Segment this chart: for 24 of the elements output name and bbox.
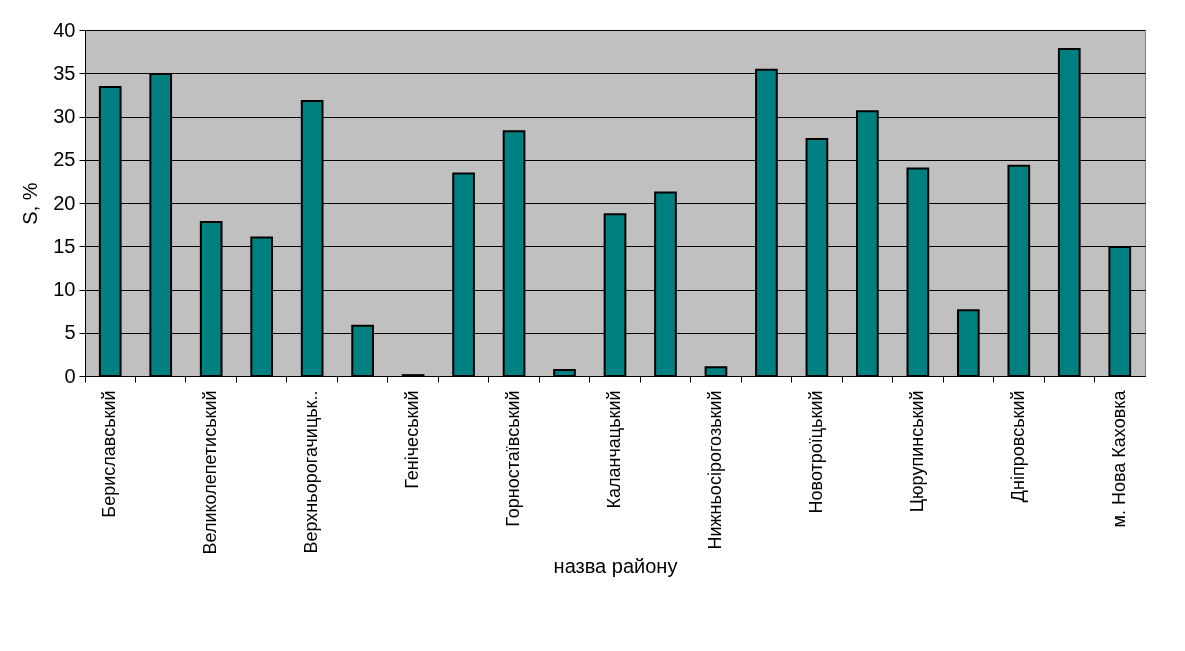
- x-tick-label: Горностаївський: [503, 390, 524, 527]
- x-tick-label: Бериславський: [99, 390, 120, 518]
- x-tick-label: Великолепетиський: [200, 390, 221, 555]
- x-tick-label: м. Нова Каховка: [1108, 389, 1129, 528]
- y-tick-label: 40: [53, 18, 76, 41]
- y-tick-label: 5: [64, 321, 76, 344]
- y-tick-label: 10: [53, 278, 76, 300]
- x-tick-label: Цюрупинський: [906, 390, 927, 513]
- x-tick-label: Дніпровський: [1007, 390, 1028, 503]
- y-tick-label: 25: [53, 148, 76, 171]
- y-axis-title: S, %: [19, 182, 42, 225]
- x-tick-label: Нижньосірогозький: [704, 390, 725, 550]
- x-axis-title: назва району: [553, 554, 678, 577]
- x-tick-label: Верхньорогачицьк..: [301, 390, 322, 554]
- y-tick-label: 30: [53, 105, 76, 127]
- y-tick-label: 20: [53, 191, 76, 214]
- x-tick-label: Новотроїцький: [805, 390, 826, 514]
- bar: [553, 368, 576, 377]
- bar: [704, 366, 728, 377]
- y-tick-label: 15: [53, 234, 76, 257]
- y-tick-label: 0: [64, 364, 76, 387]
- x-tick-label: Каланчацький: [604, 390, 624, 509]
- y-tick-label: 35: [53, 61, 76, 84]
- x-tick-label: Генічеський: [402, 390, 423, 489]
